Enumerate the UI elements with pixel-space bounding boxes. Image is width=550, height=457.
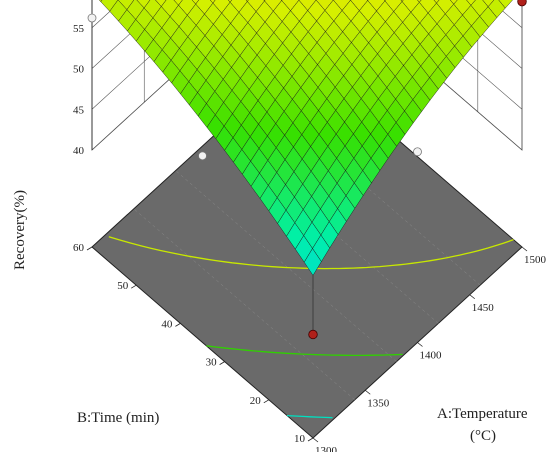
y-tick-label: 20 [250,395,262,407]
y-tick-mark [87,247,92,250]
x-tick-label: 1450 [472,302,495,314]
x-tick-label: 1350 [367,397,390,409]
z-tick-label: 50 [73,64,85,76]
y-tick-label: 40 [161,318,173,330]
z-tick-label: 40 [73,145,85,157]
design-point [518,0,527,6]
z-tick-label: 45 [73,104,85,116]
y-tick-label: 50 [117,280,129,292]
x-tick-label: 1500 [524,254,547,266]
x-tick-mark [418,343,423,347]
x-tick-mark [313,438,318,442]
y-tick-mark [175,323,180,326]
x-tick-label: 1300 [315,445,338,452]
y-tick-mark [131,285,136,288]
x-tick-mark [470,295,475,299]
x-tick-label: 1400 [420,350,443,362]
design-point-below [414,148,422,156]
x-tick-mark [365,390,370,394]
x-tick-mark [522,247,527,251]
y-axis-title: B:Time (min) [77,410,159,426]
design-point-below [88,14,96,22]
y-tick-mark [308,438,313,441]
design-point-below [199,152,207,160]
y-tick-label: 10 [294,433,306,445]
y-tick-mark [220,362,225,365]
x-axis-title: A:Temperature [437,406,528,422]
y-tick-label: 60 [73,242,85,254]
y-tick-mark [264,400,269,403]
z-tick-label: 55 [73,23,85,35]
z-axis-title: Recovery(%) [12,190,28,270]
design-point [309,330,318,339]
y-tick-label: 30 [206,357,218,369]
x-axis-unit: (°C) [470,428,496,444]
